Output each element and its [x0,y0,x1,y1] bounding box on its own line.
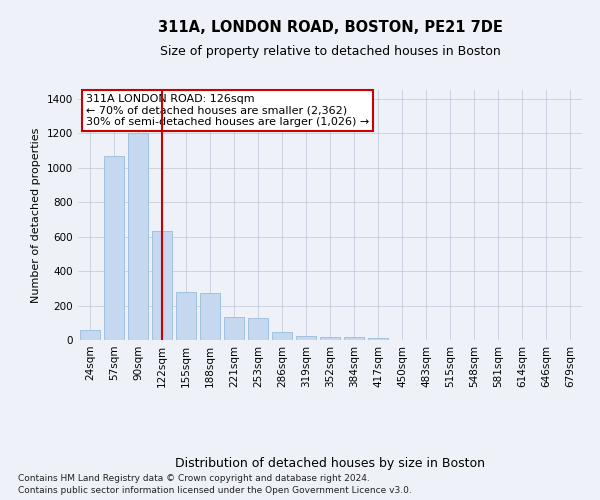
Text: 311A LONDON ROAD: 126sqm
← 70% of detached houses are smaller (2,362)
30% of sem: 311A LONDON ROAD: 126sqm ← 70% of detach… [86,94,369,127]
Text: Contains public sector information licensed under the Open Government Licence v3: Contains public sector information licen… [18,486,412,495]
Text: Contains HM Land Registry data © Crown copyright and database right 2024.: Contains HM Land Registry data © Crown c… [18,474,370,483]
Bar [368,338,388,340]
Bar [344,336,364,340]
Bar [296,336,316,340]
Bar [128,133,148,340]
Bar [320,338,340,340]
Bar [224,316,244,340]
Bar [200,292,220,340]
Text: Distribution of detached houses by size in Boston: Distribution of detached houses by size … [175,458,485,470]
Text: Size of property relative to detached houses in Boston: Size of property relative to detached ho… [160,45,500,58]
Y-axis label: Number of detached properties: Number of detached properties [31,128,41,302]
Bar [80,330,100,340]
Bar [176,292,196,340]
Bar [104,156,124,340]
Bar [272,332,292,340]
Bar [152,232,172,340]
Text: 311A, LONDON ROAD, BOSTON, PE21 7DE: 311A, LONDON ROAD, BOSTON, PE21 7DE [158,20,502,35]
Bar [248,318,268,340]
